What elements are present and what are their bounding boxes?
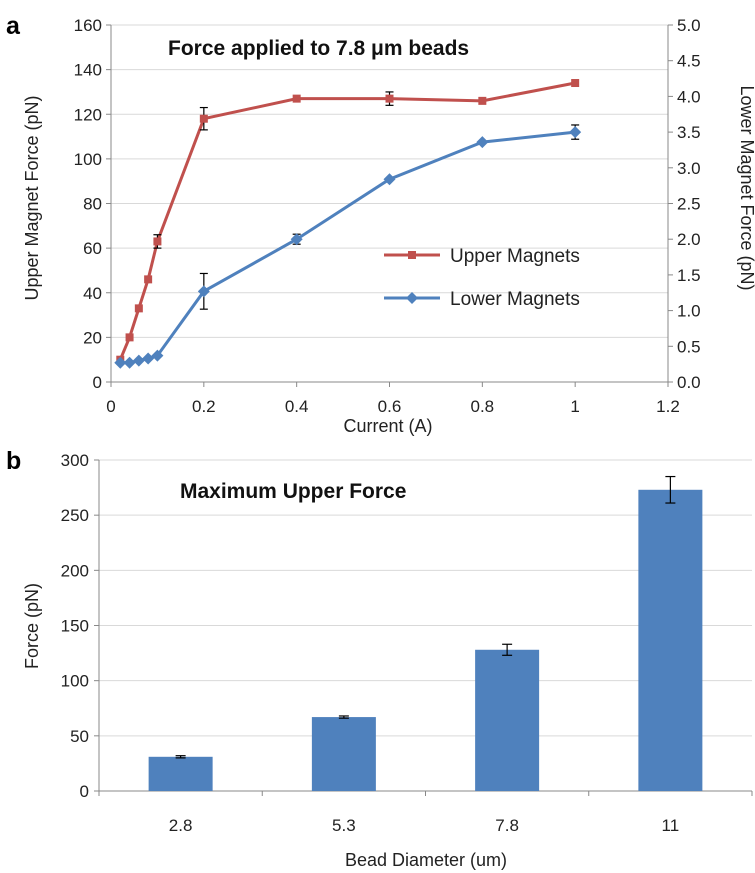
y2-tick-label: 0.5 (677, 337, 701, 356)
chart-a-axes (106, 24, 673, 387)
chart-a-legend: Upper Magnets Lower Magnets (384, 246, 580, 310)
chart-a-y-tick-labels: 0 20 40 60 80 100 120 140 160 (74, 16, 102, 392)
bar (475, 649, 540, 791)
y-tick-label: 50 (70, 727, 89, 746)
panel-label-b: b (6, 447, 21, 475)
y-tick-label: 100 (74, 150, 102, 169)
chart-a-x-axis-label: Current (A) (343, 416, 432, 436)
chart-a: a Force applied to 7.8 μm beads 0 20 40 60 8… (6, 12, 755, 436)
chart-a-series (114, 79, 582, 369)
chart-a-y-axis-label: Upper Magnet Force (pN) (22, 95, 42, 300)
y2-tick-label: 1.5 (677, 266, 701, 285)
upper-magnets-point (144, 275, 153, 284)
y-tick-label: 250 (61, 506, 89, 525)
y-tick-label: 20 (83, 328, 102, 347)
lower-magnets-point (476, 136, 489, 149)
x-tick-label: 0.8 (471, 397, 495, 416)
y-tick-label: 160 (74, 16, 102, 35)
x-tick-label: 2.8 (169, 816, 193, 835)
chart-a-x-tick-labels: 0 0.2 0.4 0.6 0.8 1 1.2 (106, 397, 680, 416)
lower-magnets-point (123, 356, 136, 369)
chart-a-title: Force applied to 7.8 μm beads (168, 37, 469, 60)
y-tick-label: 150 (61, 617, 89, 636)
y2-tick-label: 4.5 (677, 52, 701, 71)
y2-tick-label: 4.0 (677, 87, 701, 106)
chart-b-bars (148, 475, 703, 791)
chart-b-y-tick-labels: 0 50 100 150 200 250 300 (61, 451, 89, 801)
x-tick-label: 0 (106, 397, 115, 416)
chart-b-x-tick-labels: 2.8 5.3 7.8 11 (169, 816, 679, 835)
y-tick-label: 80 (83, 195, 102, 214)
x-tick-label: 5.3 (332, 816, 356, 835)
chart-b-title: Maximum Upper Force (180, 480, 406, 503)
legend-lower-diamond (406, 292, 418, 304)
y2-tick-label: 2.0 (677, 230, 701, 249)
y-tick-label: 100 (61, 672, 89, 691)
lower-magnets-point (114, 356, 127, 369)
y-tick-label: 0 (93, 373, 102, 392)
x-tick-label: 0.4 (285, 397, 309, 416)
upper-magnets-point (292, 94, 301, 103)
y-tick-label: 120 (74, 105, 102, 124)
y-tick-label: 140 (74, 61, 102, 80)
x-tick-label: 1 (570, 397, 579, 416)
x-tick-label: 1.2 (656, 397, 680, 416)
lower-magnets-point (142, 352, 155, 365)
legend-upper-marker (384, 251, 440, 259)
upper-magnets-line (118, 81, 576, 361)
y2-tick-label: 5.0 (677, 16, 701, 35)
chart-b: b Maximum Upper Force 0 50 100 150 200 250 300… (6, 447, 753, 870)
lower-magnets-point (132, 354, 145, 367)
chart-b-y-axis-label: Force (pN) (22, 583, 42, 669)
lower-magnets-point (197, 285, 210, 298)
y2-tick-label: 1.0 (677, 302, 701, 321)
bar (638, 489, 703, 791)
upper-magnets-point (125, 333, 134, 342)
x-tick-label: 11 (662, 816, 680, 835)
x-tick-label: 7.8 (495, 816, 519, 835)
upper-magnets-point (153, 237, 162, 246)
lower-magnets-point (569, 126, 582, 139)
lower-magnets-point (383, 173, 396, 186)
lower-magnets-point (151, 349, 164, 362)
upper-magnets-point (199, 114, 208, 123)
legend-lower-marker (384, 292, 440, 304)
legend-lower-label: Lower Magnets (450, 289, 580, 310)
y-tick-label: 60 (83, 239, 102, 258)
upper-magnets-point (571, 79, 580, 88)
y2-tick-label: 0.0 (677, 373, 701, 392)
panel-label-a: a (6, 12, 21, 40)
y2-tick-label: 3.5 (677, 123, 701, 142)
chart-a-y2-tick-labels: 0.0 0.5 1.0 1.5 2.0 2.5 3.0 3.5 4.0 4.5 5.0 (677, 16, 701, 392)
chart-b-x-axis-label: Bead Diameter (um) (345, 850, 507, 870)
chart-a-y2-axis-label: Lower Magnet Force (pN) (737, 85, 755, 290)
upper-magnets-point (478, 96, 487, 105)
x-tick-label: 0.2 (192, 397, 216, 416)
y-tick-label: 200 (61, 561, 89, 580)
y-tick-label: 0 (80, 782, 89, 801)
legend-upper-label: Upper Magnets (450, 246, 580, 267)
y-tick-label: 300 (61, 451, 89, 470)
y2-tick-label: 2.5 (677, 195, 701, 214)
upper-magnets-point (385, 94, 394, 103)
x-tick-label: 0.6 (378, 397, 402, 416)
legend-upper-square (408, 251, 416, 259)
upper-magnets-point (134, 304, 143, 313)
y2-tick-label: 3.0 (677, 159, 701, 178)
y-tick-label: 40 (83, 284, 102, 303)
lower-magnets-point (290, 233, 303, 246)
bar (311, 717, 376, 791)
bar (148, 756, 213, 791)
